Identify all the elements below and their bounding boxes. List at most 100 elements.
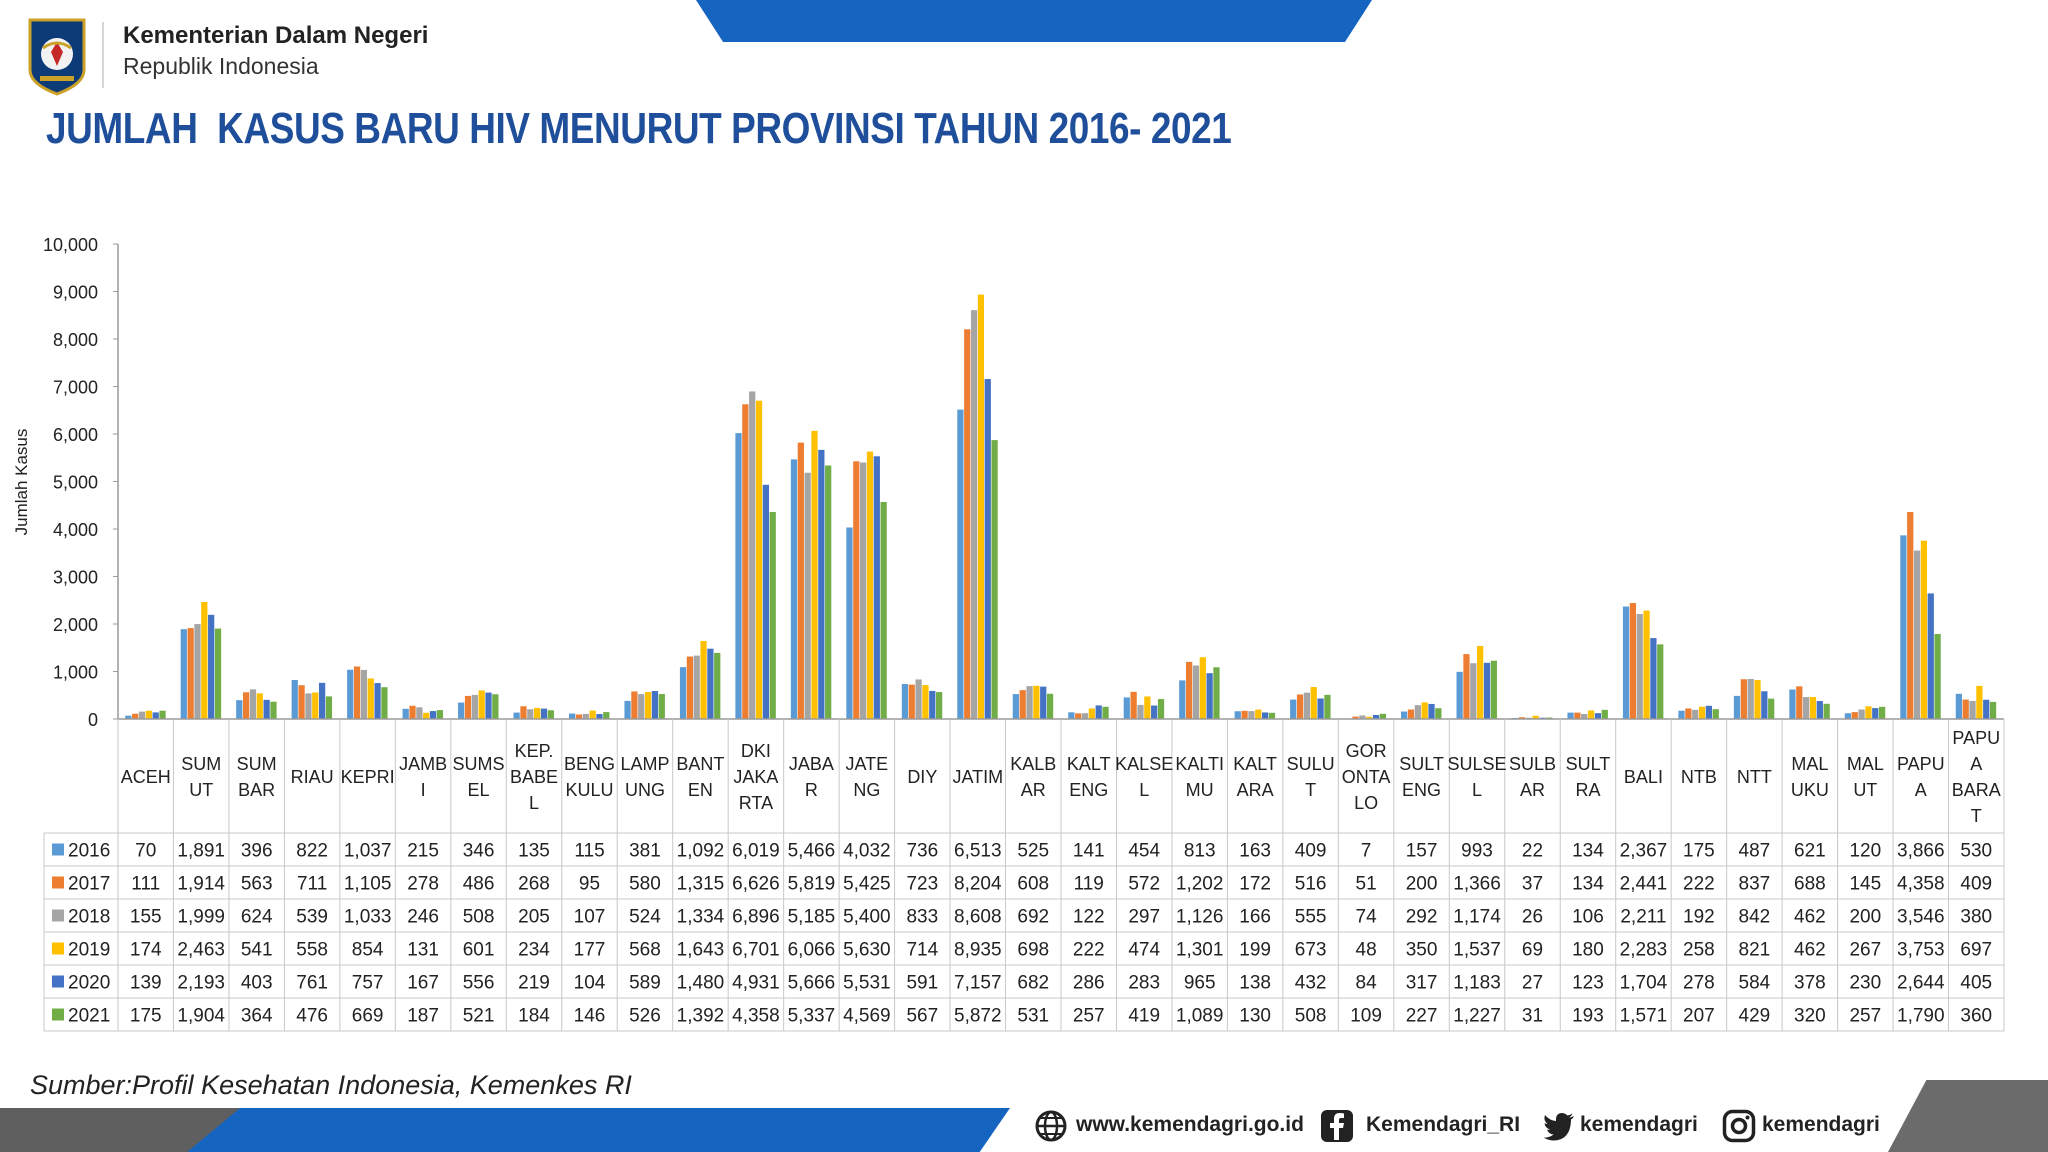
twitter-icon[interactable] xyxy=(1542,1109,1576,1143)
bar-2016-10 xyxy=(679,667,687,719)
facebook-icon[interactable] xyxy=(1320,1109,1354,1143)
bar-2020-33 xyxy=(1983,699,1990,719)
category-label: DKI xyxy=(741,741,771,761)
data-label: 360 xyxy=(1960,1006,1992,1027)
bar-2021-3 xyxy=(325,696,333,719)
data-label: 104 xyxy=(574,973,606,994)
data-label: 1,891 xyxy=(177,841,225,862)
legend-label-2016: 2016 xyxy=(68,841,110,862)
bar-2017-13 xyxy=(853,461,860,719)
data-label: 567 xyxy=(906,1006,938,1027)
data-label: 192 xyxy=(1683,907,1715,928)
category-label: AR xyxy=(1021,780,1046,800)
bar-2017-24 xyxy=(1463,654,1470,719)
bar-2017-1 xyxy=(187,628,194,719)
bar-2018-28 xyxy=(1692,709,1699,719)
data-label: 1,904 xyxy=(177,1006,225,1027)
category-label: MAL xyxy=(1791,754,1828,774)
bar-2016-16 xyxy=(1012,694,1019,719)
category-label: UT xyxy=(189,780,213,800)
data-label: 120 xyxy=(1849,841,1881,862)
footer-website[interactable]: www.kemendagri.go.id xyxy=(1076,1113,1304,1136)
legend-key-2016 xyxy=(52,843,64,856)
data-label: 364 xyxy=(241,1006,273,1027)
kemendagri-logo xyxy=(28,18,86,96)
bar-2019-19 xyxy=(1199,657,1206,719)
bar-2016-4 xyxy=(347,669,354,719)
data-label: 146 xyxy=(574,1006,606,1027)
bar-2020-11 xyxy=(762,484,769,719)
y-tick-label: 9,000 xyxy=(53,283,98,303)
bar-2017-30 xyxy=(1796,686,1803,719)
data-label: 2,644 xyxy=(1897,973,1945,994)
bar-2017-17 xyxy=(1075,713,1082,719)
bar-2018-29 xyxy=(1747,679,1754,719)
data-label: 591 xyxy=(906,973,938,994)
data-label: 5,425 xyxy=(843,874,891,895)
data-label: 4,931 xyxy=(732,973,780,994)
data-label: 122 xyxy=(1073,907,1105,928)
data-label: 205 xyxy=(518,907,550,928)
data-label: 69 xyxy=(1522,940,1543,961)
data-label: 711 xyxy=(297,874,327,895)
instagram-icon[interactable] xyxy=(1722,1109,1756,1143)
bar-2016-11 xyxy=(735,433,742,719)
org-name: Kementerian Dalam Negeri xyxy=(123,22,429,49)
footer-twitter[interactable]: kemendagri xyxy=(1580,1113,1698,1136)
bar-2020-26 xyxy=(1594,713,1602,719)
data-label: 180 xyxy=(1572,940,1604,961)
legend-label-2017: 2017 xyxy=(68,874,110,895)
bar-2018-26 xyxy=(1581,713,1588,719)
data-label: 608 xyxy=(1017,874,1049,895)
category-label: BARA xyxy=(1952,780,2001,800)
bar-2018-24 xyxy=(1470,663,1477,719)
footer-facebook[interactable]: Kemendagri_RI xyxy=(1366,1113,1521,1136)
data-label: 166 xyxy=(1239,907,1271,928)
data-label: 7 xyxy=(1361,841,1372,862)
category-label: KULU xyxy=(565,780,613,800)
header-divider xyxy=(102,22,104,88)
bar-2018-11 xyxy=(749,391,756,719)
legend-key-2019 xyxy=(52,942,64,955)
bar-2018-31 xyxy=(1858,709,1865,719)
data-label: 673 xyxy=(1295,940,1327,961)
bar-2017-9 xyxy=(631,691,638,719)
bar-2016-1 xyxy=(180,629,187,719)
bar-2016-33 xyxy=(1955,693,1962,719)
bar-2019-0 xyxy=(145,710,152,719)
category-label: JATIM xyxy=(952,767,1003,787)
y-tick-label: 10,000 xyxy=(43,235,98,255)
data-label: 4,569 xyxy=(843,1006,891,1027)
bar-2021-27 xyxy=(1657,644,1664,719)
bar-2016-14 xyxy=(901,684,909,719)
legend-label-2019: 2019 xyxy=(68,940,110,961)
category-label: A xyxy=(1915,780,1927,800)
category-label: SULSE xyxy=(1448,754,1507,774)
bar-2020-32 xyxy=(1927,593,1934,719)
data-label: 22 xyxy=(1522,841,1543,862)
footer-instagram[interactable]: kemendagri xyxy=(1762,1113,1880,1136)
data-label: 200 xyxy=(1406,874,1438,895)
data-label: 141 xyxy=(1073,841,1105,862)
bar-2020-3 xyxy=(318,682,326,719)
bar-2016-5 xyxy=(402,708,409,719)
data-label: 292 xyxy=(1406,907,1438,928)
data-label: 409 xyxy=(1295,841,1327,862)
bar-2018-3 xyxy=(305,693,312,719)
data-label: 757 xyxy=(352,973,384,994)
bar-2021-5 xyxy=(436,710,444,719)
data-label: 526 xyxy=(629,1006,661,1027)
data-label: 320 xyxy=(1794,1006,1826,1027)
category-label: R xyxy=(805,780,818,800)
category-label: KALT xyxy=(1067,754,1111,774)
data-label: 155 xyxy=(130,907,162,928)
data-label: 1,301 xyxy=(1176,940,1224,961)
bar-2020-18 xyxy=(1151,705,1158,719)
data-label: 145 xyxy=(1849,874,1881,895)
bar-2021-10 xyxy=(714,652,721,719)
data-label: 381 xyxy=(629,841,661,862)
bar-2020-21 xyxy=(1317,698,1324,719)
data-label: 119 xyxy=(1074,874,1104,895)
data-label: 1,037 xyxy=(344,841,392,862)
data-label: 246 xyxy=(407,907,439,928)
